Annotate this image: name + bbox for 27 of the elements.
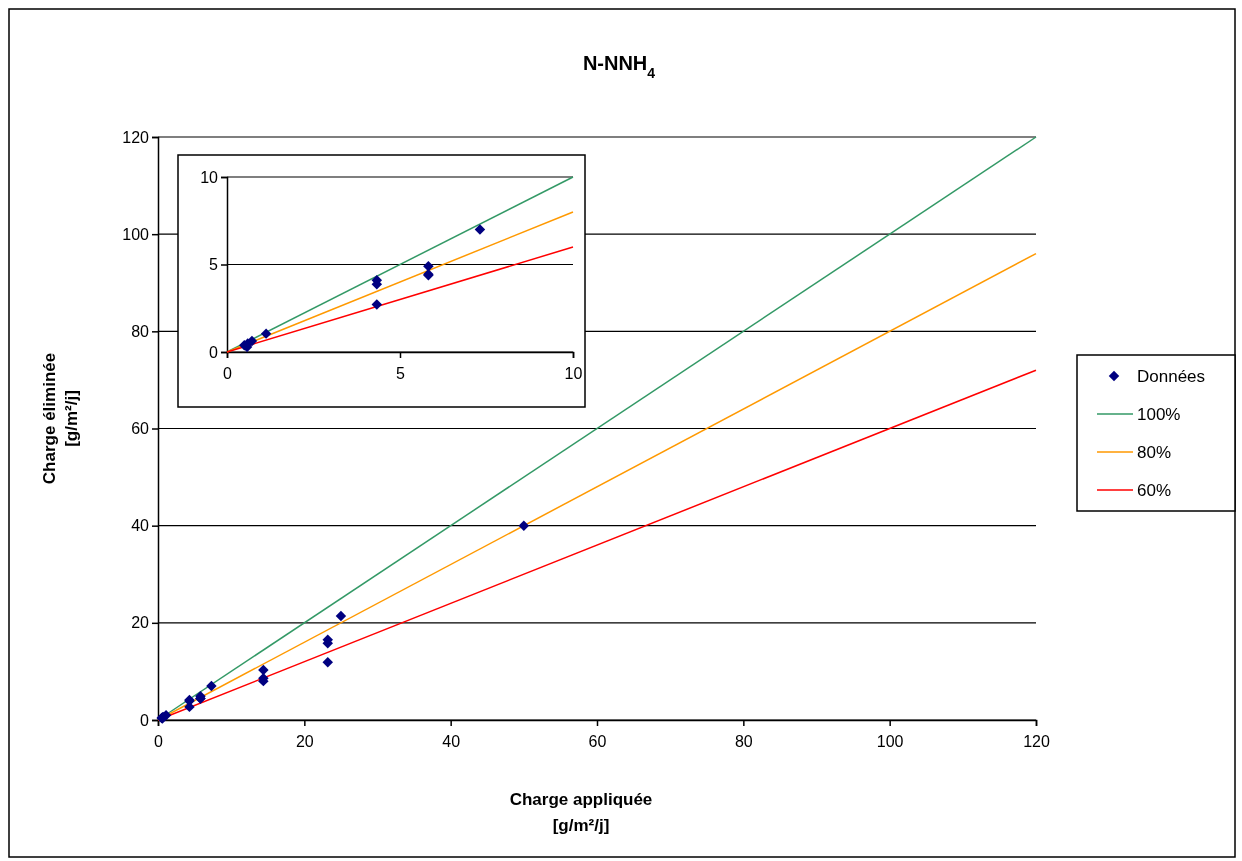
y-tick-label: 120 xyxy=(122,128,150,146)
y-tick-label: 20 xyxy=(131,614,150,632)
x-tick-label: 100 xyxy=(876,732,904,750)
y-tick-label: 5 xyxy=(209,256,219,274)
x-tick-label: 60 xyxy=(588,732,607,750)
y-tick-label: 0 xyxy=(140,711,150,729)
chart-title: N-NNH$_{4}$ xyxy=(582,52,656,81)
x-tick-label: 0 xyxy=(223,364,233,382)
x-tick-label: 10 xyxy=(564,364,583,382)
legend-label: Données xyxy=(1137,367,1206,386)
y-tick-label: 10 xyxy=(200,168,219,186)
x-tick-label: 0 xyxy=(154,732,164,750)
legend-label: 80% xyxy=(1137,443,1172,462)
y-axis-title: Charge éliminée [g/m²/j] xyxy=(40,352,82,485)
y-tick-label: 40 xyxy=(131,517,150,535)
x-tick-label: 80 xyxy=(734,732,753,750)
legend-label: 60% xyxy=(1137,481,1172,500)
y-tick-label: 0 xyxy=(209,343,219,361)
x-tick-label: 5 xyxy=(396,364,406,382)
x-tick-label: 120 xyxy=(1023,732,1050,750)
y-tick-label: 80 xyxy=(131,322,150,340)
legend-label: 100% xyxy=(1137,405,1181,424)
y-tick-label: 60 xyxy=(131,420,150,438)
y-tick-label: 100 xyxy=(122,225,150,243)
x-axis-title: Charge appliquée [g/m²/j] xyxy=(509,790,653,835)
x-tick-label: 40 xyxy=(442,732,461,750)
x-tick-label: 20 xyxy=(295,732,314,750)
